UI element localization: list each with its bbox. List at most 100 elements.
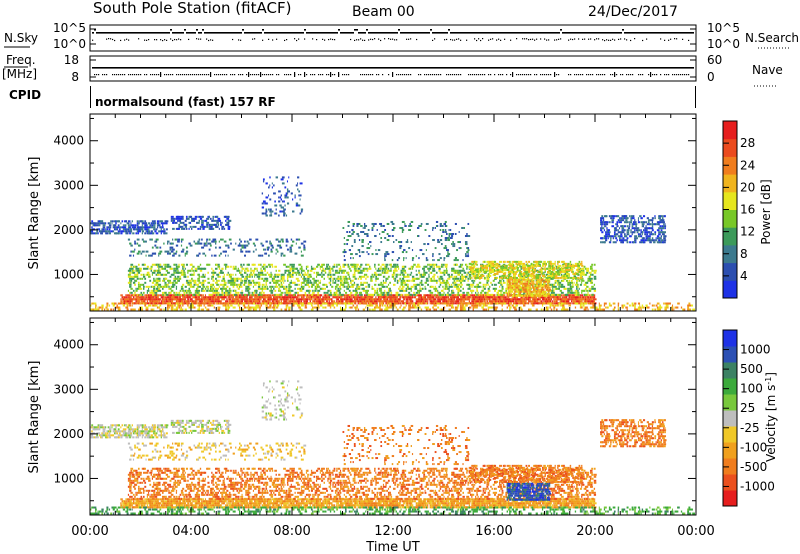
power-cell [107,226,110,229]
power-cell [264,269,267,272]
nsky-sample [574,32,576,34]
power-cell [232,298,236,301]
nave-sample [262,74,264,76]
nsky-sample [434,32,436,34]
power-cell [553,298,555,301]
power-cell [372,287,375,290]
power-cell [353,277,355,280]
power-cell [362,267,365,270]
power-cell [478,281,482,284]
power-cell [135,302,137,305]
power-cell [304,298,307,301]
power-cell [588,289,591,292]
nsearch-sample [356,39,358,41]
power-cell [144,300,146,303]
nave-sample [546,74,548,76]
power-cell [406,296,410,299]
power-cell [406,285,409,288]
power-cell [538,302,540,305]
power-cell [268,294,270,297]
power-cell [457,277,460,280]
power-cell [363,281,367,284]
power-cell [251,298,254,301]
freq-sample [542,67,544,69]
power-cell [286,269,289,272]
power-cell [161,300,165,303]
power-cell [288,296,291,299]
power-cell [165,302,169,305]
power-cell [249,281,252,284]
power-cell [343,269,347,272]
power-cell [270,287,272,290]
power-cell [453,302,455,305]
power-cell [255,267,258,270]
freq-sample [334,67,336,69]
nsearch-sample [452,39,454,41]
freq-sample [130,67,132,69]
power-cell [410,265,413,268]
power-cell [238,300,241,303]
nsky-sample [316,32,318,34]
power-cell [526,302,530,305]
power-cell [564,296,567,299]
power-cell [310,265,313,268]
power-cell [305,296,308,299]
nsky-sample [154,32,156,34]
power-cell [367,300,369,303]
power-cell [297,300,300,303]
nsearch-sample [232,38,234,41]
power-cell [393,269,396,272]
power-cell [232,289,236,292]
power-cell [292,263,295,266]
nsky-sample [478,32,480,34]
power-cell [251,300,253,303]
power-cell [376,289,379,292]
power-cell [451,300,454,303]
power-cell [588,287,591,290]
power-cell [255,300,258,303]
nsky-sample [420,32,422,34]
power-cell [543,273,546,276]
power-cell [411,300,414,303]
power-cell [499,277,501,280]
power-cell [175,291,178,294]
power-cell [230,283,233,286]
power-cell [332,273,336,276]
power-cell [188,293,190,296]
power-cell [375,279,377,282]
power-cell [197,267,201,270]
nsearch-sample [360,38,362,40]
freq-sample [368,67,370,69]
power-cell [150,269,153,272]
power-cell [208,300,211,303]
power-cell [442,265,444,268]
power-cell [257,300,260,303]
power-cell [260,277,263,280]
nsky-sample [144,32,146,34]
power-cell [488,285,491,288]
power-cell [430,265,433,268]
freq-sample [194,67,196,69]
freq-sample [352,67,354,69]
power-cell [246,277,248,280]
power-cell [203,275,206,278]
power-cell [478,293,481,296]
power-cell [257,296,260,299]
power-cell [136,273,139,276]
power-cell [292,273,294,276]
power-cell [96,230,99,233]
power-cell [304,291,307,294]
power-cell [173,279,176,282]
power-cell [149,296,152,299]
freq-sample [300,67,302,69]
power-cell [362,287,365,290]
freq-sample [344,67,346,69]
power-cell [466,302,468,305]
power-cell [211,296,214,299]
power-cell [143,291,145,294]
power-cell [180,285,184,288]
power-cell [148,287,150,290]
power-cell [279,289,281,292]
power-cell [202,273,205,276]
nave-sample [516,74,518,76]
